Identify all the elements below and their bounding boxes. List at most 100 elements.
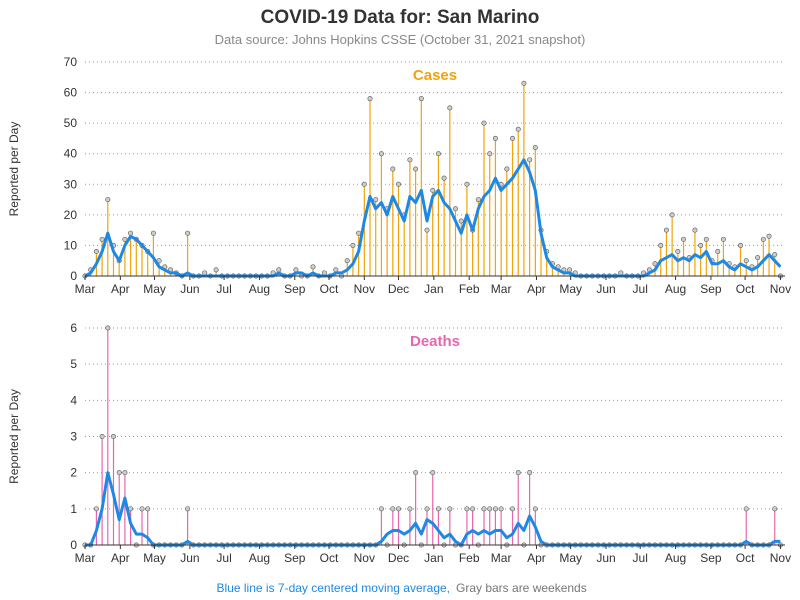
panel-title: Cases xyxy=(413,67,457,84)
dot xyxy=(111,433,117,439)
y-tick-label: 0 xyxy=(70,538,77,552)
dot xyxy=(390,506,396,512)
lollipop xyxy=(424,227,430,276)
y-tick-label: 60 xyxy=(64,86,78,100)
dot xyxy=(720,236,726,242)
dot xyxy=(766,233,772,239)
x-tick-label: Apr xyxy=(111,282,130,296)
lollipop xyxy=(470,506,476,545)
dot xyxy=(663,227,669,233)
x-tick-label: Jul xyxy=(216,551,231,565)
dot xyxy=(481,506,487,512)
lollipop xyxy=(139,506,145,545)
x-tick-label: Jul xyxy=(633,282,648,296)
dot xyxy=(453,206,459,212)
dot xyxy=(424,227,430,233)
x-tick-label: May xyxy=(143,551,166,565)
dot xyxy=(475,197,481,203)
x-tick-label: Oct xyxy=(320,282,339,296)
x-tick-label: Dec xyxy=(388,551,409,565)
x-tick-label: Dec xyxy=(388,282,409,296)
lollipop xyxy=(510,135,516,276)
dot xyxy=(367,96,373,102)
lollipop xyxy=(378,151,384,276)
y-tick-label: 6 xyxy=(70,321,77,335)
x-tick-label: Jan xyxy=(424,551,443,565)
lollipop xyxy=(772,252,778,276)
dot xyxy=(413,166,419,172)
dot xyxy=(321,270,327,276)
dot xyxy=(532,506,538,512)
lollipop xyxy=(698,242,704,276)
dot xyxy=(139,506,145,512)
x-tick-label: Nov xyxy=(770,282,791,296)
dot xyxy=(527,157,533,163)
dot xyxy=(481,120,487,126)
lollipop xyxy=(407,506,413,545)
dot xyxy=(464,181,470,187)
dot xyxy=(93,506,99,512)
dot xyxy=(487,506,493,512)
lollipop xyxy=(424,506,430,545)
dot xyxy=(407,157,413,163)
dot xyxy=(441,175,447,181)
footnote: Gray bars are weekends xyxy=(456,581,587,595)
x-tick-label: Mar xyxy=(491,551,512,565)
lollipop xyxy=(738,242,744,276)
dot xyxy=(150,230,156,236)
y-tick-label: 10 xyxy=(64,238,78,252)
dot xyxy=(185,506,191,512)
lollipop xyxy=(470,227,476,276)
dot xyxy=(447,105,453,111)
lollipop xyxy=(498,506,504,545)
dot xyxy=(122,470,128,476)
dot xyxy=(435,506,441,512)
x-tick-label: Sep xyxy=(700,551,722,565)
lollipop xyxy=(492,135,498,276)
lollipop xyxy=(527,470,533,545)
dot xyxy=(698,242,704,248)
lollipop xyxy=(390,166,396,276)
lollipop xyxy=(703,236,709,276)
dot xyxy=(703,236,709,242)
x-tick-label: May xyxy=(559,551,582,565)
x-tick-label: Jun xyxy=(180,282,199,296)
dot xyxy=(356,230,362,236)
dot xyxy=(464,506,470,512)
lollipop xyxy=(418,96,424,276)
x-tick-label: Nov xyxy=(770,551,791,565)
lollipop xyxy=(464,506,470,545)
lollipop xyxy=(396,181,402,276)
x-tick-label: Sep xyxy=(284,551,306,565)
lollipop xyxy=(441,175,447,276)
dot xyxy=(378,151,384,157)
y-axis-label: Reported per Day xyxy=(7,389,21,484)
lollipop xyxy=(447,105,453,276)
lollipop xyxy=(413,470,419,545)
dot xyxy=(772,252,778,258)
dot xyxy=(105,325,111,331)
lollipop xyxy=(361,181,367,276)
dot xyxy=(418,96,424,102)
dot xyxy=(498,506,504,512)
dot xyxy=(618,270,624,276)
dot xyxy=(532,145,538,151)
y-tick-label: 0 xyxy=(70,269,77,283)
dot xyxy=(521,80,527,86)
x-tick-label: Jul xyxy=(633,551,648,565)
x-tick-label: Feb xyxy=(459,551,480,565)
dot xyxy=(692,227,698,233)
lollipop xyxy=(772,506,778,545)
lollipop xyxy=(430,187,436,276)
lollipop xyxy=(492,506,498,545)
y-tick-label: 1 xyxy=(70,502,77,516)
lollipop xyxy=(498,181,504,276)
dot xyxy=(213,267,219,273)
dot xyxy=(738,242,744,248)
lollipop xyxy=(435,506,441,545)
dot xyxy=(515,126,521,132)
chart-title: COVID-19 Data for: San Marino xyxy=(261,7,540,28)
dot xyxy=(515,470,521,476)
y-tick-label: 50 xyxy=(64,116,78,130)
